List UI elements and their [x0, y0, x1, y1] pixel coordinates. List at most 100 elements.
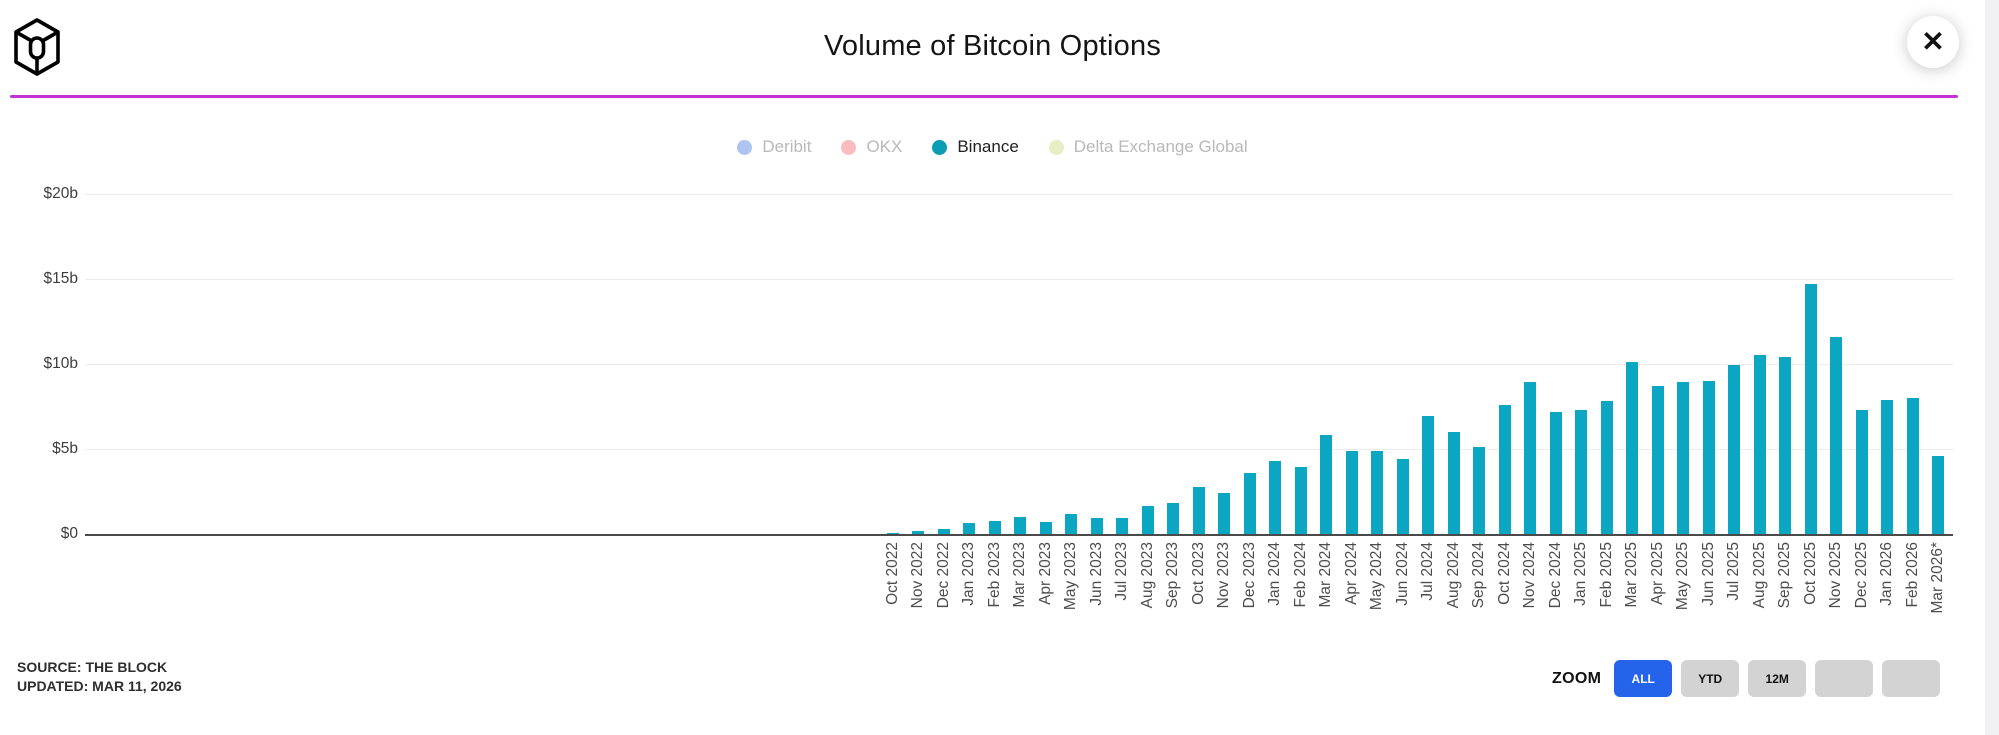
x-axis-tick-label: Nov 2022 [909, 541, 927, 608]
x-axis-tick-label: Nov 2023 [1215, 541, 1233, 608]
x-axis-labels: Oct 2022 Nov 2022 Dec 2022 Jan 2023 Feb 2023… [880, 542, 1951, 672]
page-title: Volume of Bitcoin Options [823, 30, 1162, 62]
bar-may-2025[interactable] [1677, 382, 1690, 534]
legend-item-okx[interactable]: OKX [841, 137, 902, 157]
x-axis-tick-label: May 2023 [1062, 541, 1080, 610]
close-button[interactable]: ✕ [1907, 16, 1959, 68]
zoom-button-all[interactable]: ALL [1614, 660, 1673, 697]
bar-jan-2025[interactable] [1575, 410, 1588, 534]
x-axis-tick-label: Dec 2025 [1852, 541, 1870, 608]
zoom-button-blank-4[interactable] [1882, 660, 1941, 697]
bar-feb-2025[interactable] [1600, 401, 1613, 534]
bar-dec-2023[interactable] [1243, 473, 1256, 534]
bar-apr-2023[interactable] [1039, 521, 1052, 534]
bar-jan-2026[interactable] [1881, 400, 1894, 534]
x-axis-tick-label: Jul 2025 [1725, 541, 1743, 601]
zoom-button-12m[interactable]: 12M [1748, 660, 1807, 697]
bar-oct-2025[interactable] [1804, 283, 1817, 534]
bars-container [880, 194, 1951, 534]
bar-nov-2022[interactable] [912, 530, 925, 534]
x-axis-tick-label: Jun 2024 [1393, 541, 1411, 606]
bar-nov-2024[interactable] [1524, 382, 1537, 534]
zoom-label: ZOOM [1552, 669, 1602, 687]
x-axis-tick-label: Oct 2025 [1801, 541, 1819, 605]
updated-line: UPDATED: MAR 11, 2026 [17, 678, 182, 694]
x-axis-tick-label: Feb 2024 [1291, 541, 1309, 608]
bar-jun-2025[interactable] [1702, 380, 1715, 534]
x-axis-tick-label: Mar 2023 [1011, 541, 1029, 607]
bar-jul-2023[interactable] [1116, 518, 1129, 534]
x-axis-tick-label: Nov 2025 [1827, 541, 1845, 608]
x-axis-tick-label: May 2024 [1368, 541, 1386, 610]
bar-jul-2024[interactable] [1422, 415, 1435, 534]
x-axis-tick-label: Sep 2023 [1164, 541, 1182, 608]
gridline-15 [85, 278, 1953, 280]
bar-oct-2024[interactable] [1498, 404, 1511, 534]
bar-jan-2024[interactable] [1269, 460, 1282, 534]
gridline-20 [85, 194, 1953, 195]
bar-feb-2024[interactable] [1294, 467, 1307, 534]
bar-nov-2025[interactable] [1830, 336, 1843, 534]
x-axis-line [85, 533, 1953, 536]
bar-jul-2025[interactable] [1728, 365, 1741, 534]
x-axis-tick-label: Mar 2026* [1929, 541, 1947, 614]
bar-oct-2022[interactable] [886, 532, 899, 534]
x-axis-tick-label: Feb 2025 [1597, 541, 1615, 608]
bar-mar-2023[interactable] [1014, 516, 1027, 534]
x-axis-tick-label: May 2025 [1674, 541, 1692, 610]
accent-divider [10, 95, 1958, 98]
bar-aug-2024[interactable] [1447, 431, 1460, 534]
bar-may-2023[interactable] [1065, 513, 1078, 534]
bar-apr-2024[interactable] [1345, 451, 1358, 534]
bar-mar-2026-[interactable] [1932, 456, 1945, 534]
legend-item-label: Delta Exchange Global [1073, 137, 1248, 156]
zoom-controls: ZOOM ALL YTD 12M [1552, 660, 1941, 697]
bar-feb-2023[interactable] [988, 520, 1001, 534]
x-axis-tick-label: Jan 2024 [1266, 541, 1284, 606]
bar-sep-2023[interactable] [1167, 502, 1180, 534]
bar-apr-2025[interactable] [1651, 385, 1664, 534]
legend-item-deribit[interactable]: Deribit [737, 137, 811, 157]
bar-feb-2026[interactable] [1906, 397, 1919, 534]
x-axis-tick-label: Aug 2024 [1444, 541, 1462, 608]
bar-dec-2024[interactable] [1549, 412, 1562, 534]
x-axis-tick-label: Jun 2025 [1699, 541, 1717, 606]
legend-item-delta-exchange-global[interactable]: Delta Exchange Global [1048, 137, 1248, 157]
x-axis-tick-label: Oct 2023 [1189, 541, 1207, 605]
legend-swatch-icon-okx [841, 139, 857, 155]
legend-item-binance[interactable]: Binance [932, 137, 1019, 157]
legend-swatch-icon-binance [932, 139, 948, 155]
bar-mar-2024[interactable] [1320, 435, 1333, 534]
y-axis-tick-label: $0 [60, 524, 78, 542]
bar-nov-2023[interactable] [1218, 492, 1231, 534]
bar-jun-2023[interactable] [1090, 518, 1103, 534]
legend-item-label: OKX [866, 137, 903, 156]
x-axis-tick-label: Dec 2024 [1546, 541, 1564, 608]
x-axis-tick-label: Mar 2025 [1623, 541, 1641, 607]
bar-dec-2022[interactable] [937, 529, 950, 534]
y-axis-tick-label: $20b [43, 185, 78, 202]
source-attribution: SOURCE: THE BLOCK UPDATED: MAR 11, 2026 [17, 658, 182, 696]
bar-jan-2023[interactable] [963, 523, 976, 534]
bar-jun-2024[interactable] [1396, 458, 1409, 534]
bar-dec-2025[interactable] [1855, 409, 1868, 534]
bar-sep-2024[interactable] [1473, 446, 1486, 534]
x-axis-tick-label: Sep 2024 [1470, 541, 1488, 608]
x-axis-tick-label: Oct 2024 [1495, 541, 1513, 605]
x-axis-tick-label: Jan 2025 [1572, 541, 1590, 606]
bar-oct-2023[interactable] [1192, 486, 1205, 534]
bar-mar-2025[interactable] [1626, 362, 1639, 534]
x-axis-tick-label: Jul 2024 [1419, 541, 1437, 601]
legend-item-label: Deribit [762, 137, 812, 156]
zoom-button-blank-3[interactable] [1815, 660, 1874, 697]
zoom-button-ytd[interactable]: YTD [1681, 660, 1740, 697]
bar-may-2024[interactable] [1371, 451, 1384, 534]
bar-sep-2025[interactable] [1779, 356, 1792, 534]
bar-aug-2023[interactable] [1141, 505, 1154, 534]
the-block-logo [14, 18, 60, 76]
gridline-10 [85, 363, 1953, 365]
bar-aug-2025[interactable] [1753, 355, 1766, 534]
x-axis-tick-label: Nov 2024 [1521, 541, 1539, 608]
close-icon: ✕ [1921, 26, 1945, 57]
